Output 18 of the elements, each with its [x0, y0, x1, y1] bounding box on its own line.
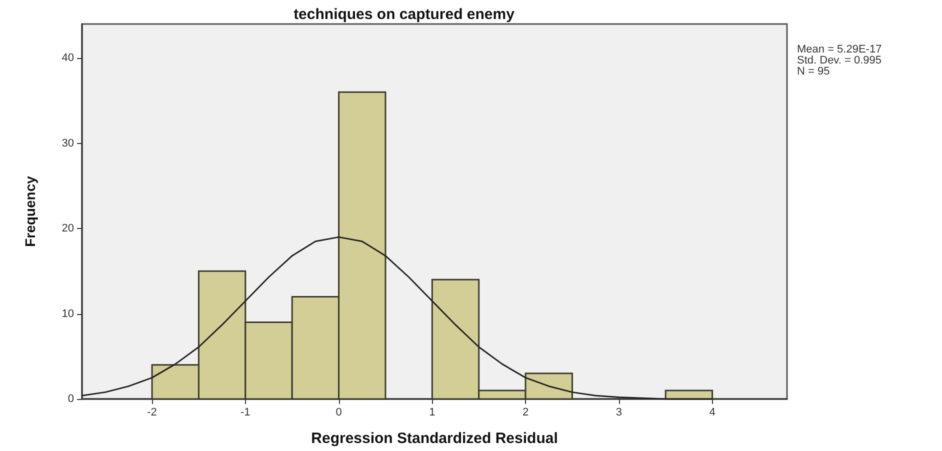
- x-tick-label: -2: [147, 406, 157, 418]
- y-tick-label: 40: [62, 52, 74, 64]
- x-tick-label: 3: [616, 406, 622, 418]
- y-tick-label: 30: [62, 137, 74, 150]
- y-axis-title: Frequency: [22, 176, 38, 247]
- y-tick-label: 10: [62, 308, 74, 320]
- y-tick-label: 0: [68, 393, 74, 405]
- x-axis-title: Regression Standardized Residual: [311, 430, 558, 447]
- x-tick-label: 4: [709, 406, 716, 418]
- x-tick-label: 0: [336, 406, 342, 418]
- x-tick-label: -1: [240, 406, 250, 418]
- text: Std. Dev. = 0.995: [797, 54, 882, 66]
- x-tick-label: 1: [429, 406, 436, 418]
- y-tick-label: 20: [62, 222, 74, 235]
- chart-title: techniques on captured enemy: [294, 6, 516, 23]
- x-tick-label: 2: [522, 406, 529, 418]
- text: N = 95: [797, 66, 830, 78]
- text: Mean = 5.29E-17: [797, 44, 882, 56]
